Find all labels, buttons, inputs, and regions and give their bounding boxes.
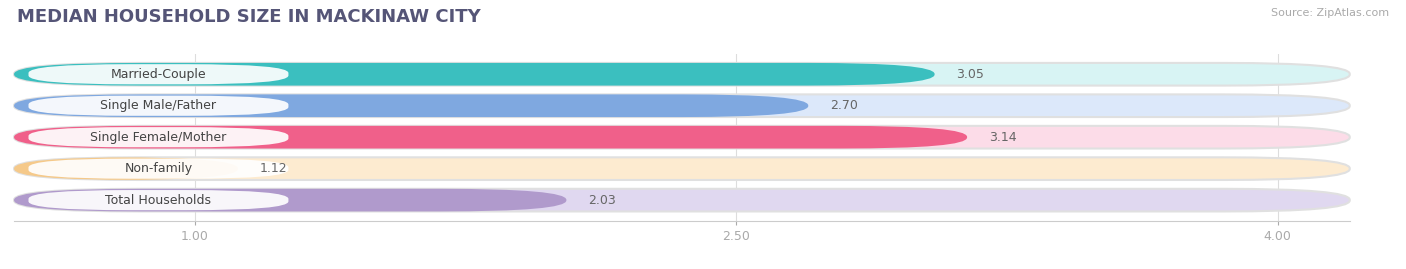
Text: Single Male/Father: Single Male/Father (100, 99, 217, 112)
FancyBboxPatch shape (28, 64, 288, 84)
Text: Single Female/Mother: Single Female/Mother (90, 131, 226, 144)
FancyBboxPatch shape (28, 127, 288, 147)
Text: MEDIAN HOUSEHOLD SIZE IN MACKINAW CITY: MEDIAN HOUSEHOLD SIZE IN MACKINAW CITY (17, 8, 481, 26)
FancyBboxPatch shape (28, 96, 288, 116)
Text: Non-family: Non-family (124, 162, 193, 175)
Text: 3.05: 3.05 (956, 68, 984, 81)
FancyBboxPatch shape (14, 157, 1350, 180)
FancyBboxPatch shape (28, 190, 288, 210)
FancyBboxPatch shape (14, 94, 1350, 117)
FancyBboxPatch shape (14, 63, 935, 86)
FancyBboxPatch shape (14, 126, 1350, 148)
FancyBboxPatch shape (14, 94, 808, 117)
Text: 3.14: 3.14 (988, 131, 1017, 144)
FancyBboxPatch shape (14, 157, 238, 180)
Text: Total Households: Total Households (105, 194, 211, 207)
FancyBboxPatch shape (14, 63, 1350, 86)
Text: Married-Couple: Married-Couple (111, 68, 207, 81)
Text: Source: ZipAtlas.com: Source: ZipAtlas.com (1271, 8, 1389, 18)
Text: 2.70: 2.70 (830, 99, 858, 112)
FancyBboxPatch shape (14, 189, 1350, 211)
Text: 2.03: 2.03 (588, 194, 616, 207)
Text: 1.12: 1.12 (260, 162, 287, 175)
FancyBboxPatch shape (28, 159, 288, 179)
FancyBboxPatch shape (14, 189, 567, 211)
FancyBboxPatch shape (14, 126, 967, 148)
